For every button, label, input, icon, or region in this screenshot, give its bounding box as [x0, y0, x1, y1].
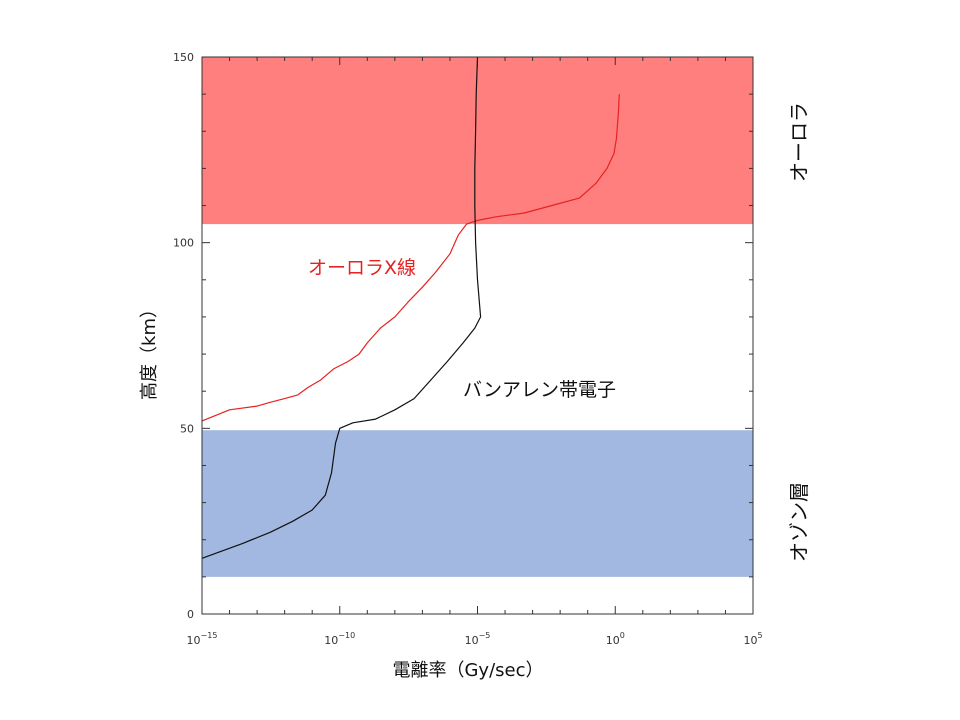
- x-tick-base: 10: [465, 634, 479, 647]
- y-tick-label: 0: [187, 608, 194, 621]
- x-tick-exponent: 0: [620, 631, 625, 640]
- x-tick-base: 10: [606, 634, 620, 647]
- y-tick-label: 150: [173, 51, 194, 64]
- band-label-aurora: オーロラ: [787, 102, 811, 182]
- band-1: [202, 430, 753, 577]
- x-tick-labels: 10−15 10−10 10−5 100 105: [187, 631, 763, 647]
- series-line-1: [201, 56, 482, 559]
- x-tick-exponent: −5: [479, 631, 491, 640]
- y-axis-title: 高度（km）: [139, 300, 160, 400]
- x-tick-label: 105: [743, 631, 762, 647]
- y-tick-labels: 0 50 100 150: [173, 51, 194, 621]
- series-line-0: [201, 94, 620, 422]
- plot-frame: [201, 56, 754, 615]
- x-tick-base: 10: [324, 634, 338, 647]
- y-tick-label: 100: [173, 237, 194, 250]
- x-tick-base: 10: [187, 634, 201, 647]
- tick-marks: [201, 56, 754, 615]
- x-tick-exponent: −10: [338, 631, 355, 640]
- x-tick-label: 10−5: [465, 631, 491, 647]
- y-tick-label: 50: [180, 422, 194, 435]
- x-tick-exponent: −15: [201, 631, 218, 640]
- x-tick-label: 10−15: [187, 631, 218, 647]
- x-tick-label: 10−10: [324, 631, 355, 647]
- x-axis-title: 電離率（Gy/sec）: [392, 660, 543, 681]
- band-0: [202, 57, 753, 225]
- band-label-ozone: オゾン層: [787, 482, 811, 562]
- x-tick-exponent: 5: [757, 631, 762, 640]
- x-tick-base: 10: [743, 634, 757, 647]
- x-tick-label: 100: [606, 631, 625, 647]
- altitude-bands: [202, 57, 753, 577]
- data-lines: [201, 56, 620, 559]
- series-label-van-allen: バンアレン帯電子: [463, 379, 616, 401]
- series-label-aurora-xray: オーロラX線: [308, 257, 416, 279]
